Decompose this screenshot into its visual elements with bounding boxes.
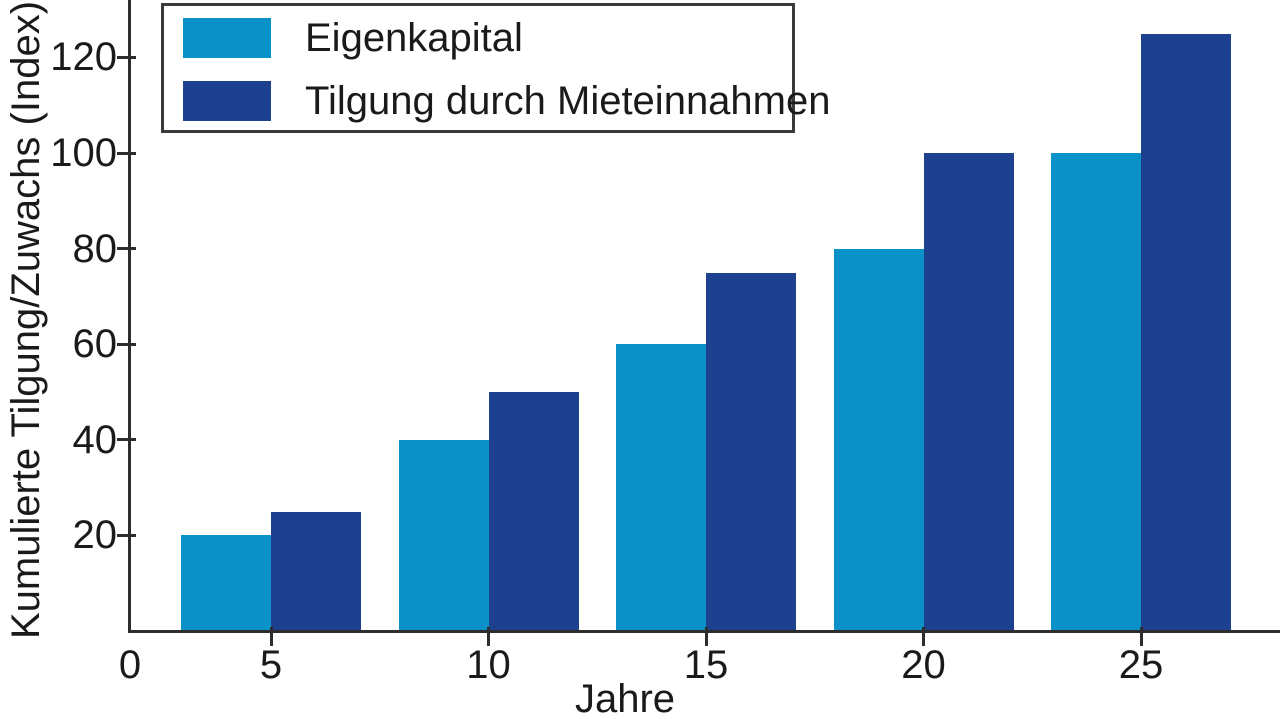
legend-item-eigenkapital: Eigenkapital — [183, 17, 523, 59]
legend: Eigenkapital Tilgung durch Mieteinnahmen — [161, 3, 831, 133]
x-tick-label: 10 — [466, 643, 511, 687]
bar-tilgung — [271, 511, 361, 631]
y-tick-mark — [117, 438, 136, 442]
y-tick-mark — [117, 247, 136, 251]
legend-swatch-tilgung — [183, 81, 271, 121]
y-tick-mark — [117, 55, 136, 59]
x-tick-mark — [704, 627, 708, 646]
legend-swatch-eigenkapital — [183, 18, 271, 58]
bar-eigenkapital — [181, 535, 271, 631]
x-tick-label: 15 — [683, 643, 729, 687]
x-tick-label: 25 — [1118, 643, 1164, 687]
bar-eigenkapital — [833, 248, 924, 631]
x-axis-line — [128, 630, 1280, 633]
bar-eigenkapital — [398, 439, 489, 631]
y-axis-title: Kumulierte Tilgung/Zuwachs (Index) — [4, 0, 48, 640]
bar-eigenkapital — [616, 344, 706, 631]
y-tick-label: 80 — [72, 226, 118, 271]
bar-eigenkapital — [1051, 153, 1141, 631]
y-tick-label: 20 — [72, 513, 118, 558]
legend-label-tilgung: Tilgung durch Mieteinnahmen — [305, 79, 831, 123]
x-tick-mark — [269, 627, 273, 646]
y-tick-mark — [117, 151, 136, 155]
x-tick-mark — [922, 627, 925, 646]
x-tick-mark — [1139, 627, 1143, 646]
bar-tilgung — [488, 392, 579, 631]
x-tick-label: 5 — [259, 643, 283, 687]
y-axis-line — [128, 0, 131, 633]
bar-tilgung — [1141, 33, 1231, 631]
bar-tilgung — [923, 153, 1014, 631]
y-tick-label: 40 — [72, 417, 118, 462]
y-tick-label: 60 — [72, 322, 118, 367]
x-origin-label: 0 — [118, 643, 142, 687]
y-tick-label: 100 — [50, 131, 117, 175]
y-tick-mark — [117, 342, 136, 346]
x-tick-mark — [487, 627, 490, 646]
y-tick-label: 120 — [50, 35, 117, 80]
bar-tilgung — [706, 272, 796, 631]
x-axis-title: Jahre — [574, 677, 676, 719]
legend-label-eigenkapital: Eigenkapital — [305, 16, 523, 60]
x-tick-label: 20 — [901, 643, 946, 687]
legend-item-tilgung: Tilgung durch Mieteinnahmen — [183, 80, 831, 122]
y-tick-mark — [117, 533, 136, 537]
